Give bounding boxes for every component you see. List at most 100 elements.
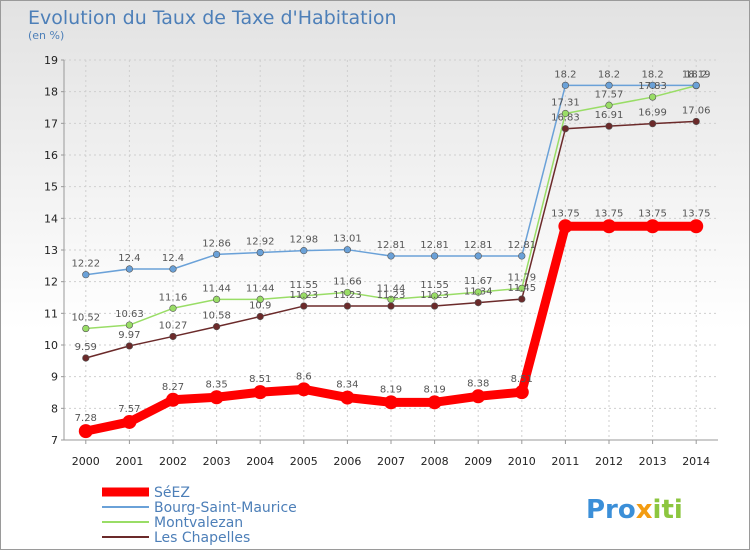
y-tick-label: 13 [44, 244, 58, 257]
data-point [169, 265, 177, 273]
data-label: 8.51 [511, 374, 533, 385]
data-label: 18.2 [641, 69, 663, 80]
data-label: 18.2 [685, 69, 707, 80]
data-label: 8.6 [296, 371, 312, 382]
data-point [474, 252, 482, 260]
data-point [253, 385, 268, 400]
data-point [213, 295, 221, 304]
data-point [343, 288, 352, 297]
data-label: 16.83 [551, 113, 580, 124]
legend-label: Montvalezan [154, 515, 243, 531]
y-tick-label: 14 [44, 212, 58, 225]
data-point [648, 93, 657, 101]
brand-part-x: x [636, 495, 653, 525]
data-label: 16.99 [638, 108, 667, 119]
data-point [561, 109, 570, 118]
x-tick-label: 2003 [203, 455, 231, 468]
data-point [648, 81, 657, 89]
data-label: 11.34 [464, 287, 493, 298]
data-point [514, 385, 529, 400]
data-point [125, 342, 133, 350]
data-label: 16.91 [595, 110, 624, 121]
data-label: 17.83 [638, 81, 667, 92]
data-label: 8.38 [467, 378, 489, 389]
legend-label: Les Chapelles [154, 530, 250, 546]
data-point [518, 295, 526, 303]
data-label: 11.44 [246, 283, 275, 294]
data-point [387, 302, 395, 310]
data-label: 12.81 [507, 240, 536, 251]
data-label: 11.55 [289, 280, 318, 291]
data-label: 9.97 [118, 330, 140, 341]
data-label: 11.55 [420, 280, 449, 291]
y-tick-label: 19 [44, 54, 58, 67]
data-point [387, 295, 395, 304]
y-tick-label: 18 [44, 86, 58, 99]
x-tick-label: 2010 [508, 455, 536, 468]
data-label: 12.81 [377, 240, 406, 251]
data-point [122, 414, 137, 429]
data-label: 12.4 [162, 253, 184, 264]
data-point [605, 122, 613, 130]
data-label: 11.45 [507, 283, 536, 294]
x-tick-label: 2004 [246, 455, 274, 468]
y-tick-label: 7 [51, 434, 58, 447]
y-tick-label: 16 [44, 149, 58, 162]
data-labels: 7.28 7.57 8.27 8.35 8.51 8.6 8.34 8.19 8.19 8.38 8… [71, 69, 710, 424]
data-label: 12.81 [420, 240, 449, 251]
tick-labels: 7 8 9 10 11 12 13 14 15 16 17 18 19 2000 2001 2002 2003 2… [44, 54, 710, 468]
data-label: 18.2 [598, 69, 620, 80]
x-tick-label: 2000 [72, 455, 100, 468]
data-label: 10.9 [249, 301, 271, 312]
data-label: 11.16 [159, 292, 188, 303]
data-point [213, 323, 221, 331]
data-label: 13.75 [595, 208, 624, 219]
data-label: 10.52 [71, 313, 100, 324]
data-label: 7.57 [118, 404, 140, 415]
x-tick-label: 2013 [639, 455, 667, 468]
series-points [78, 81, 704, 439]
data-label: 13.75 [682, 208, 711, 219]
x-tick-label: 2005 [290, 455, 318, 468]
data-point [605, 81, 613, 89]
data-label: 11.23 [289, 290, 318, 301]
data-label: 17.57 [595, 89, 624, 100]
data-point [558, 219, 573, 234]
data-label: 8.51 [249, 374, 271, 385]
svg-text:Proxiti: Proxiti [586, 495, 683, 525]
data-point [300, 302, 308, 310]
data-point [166, 392, 180, 407]
data-label: 11.66 [333, 276, 362, 287]
chart-title: Evolution du Taux de Taxe d'Habitation [28, 7, 397, 29]
data-point [256, 312, 264, 321]
data-point [474, 298, 482, 307]
data-label: 12.81 [464, 240, 493, 251]
data-label: 12.92 [246, 237, 275, 248]
y-tick-label: 10 [44, 339, 58, 352]
data-point [471, 389, 486, 404]
data-label: 10.58 [202, 311, 231, 322]
axes [61, 59, 718, 444]
data-label: 18.19 [682, 70, 711, 81]
data-label: 11.23 [333, 290, 362, 301]
data-label: 11.79 [507, 272, 536, 283]
data-point [602, 219, 616, 234]
data-label: 8.27 [162, 382, 184, 393]
data-point [82, 324, 90, 333]
data-label: 11.44 [377, 283, 406, 294]
chart-subtitle: (en %) [28, 29, 64, 42]
brand-part-2: iti [653, 495, 683, 525]
x-tick-label: 2009 [464, 455, 492, 468]
data-label: 13.01 [333, 234, 362, 245]
data-label: 18.2 [554, 69, 576, 80]
data-point [431, 292, 439, 300]
data-point [256, 295, 264, 304]
data-point [82, 271, 90, 279]
y-tick-label: 8 [51, 402, 58, 415]
data-label: 7.28 [75, 413, 97, 424]
data-label: 11.67 [464, 276, 493, 287]
data-point [82, 354, 90, 362]
data-label: 8.19 [380, 384, 402, 395]
data-label: 11.23 [377, 290, 406, 301]
